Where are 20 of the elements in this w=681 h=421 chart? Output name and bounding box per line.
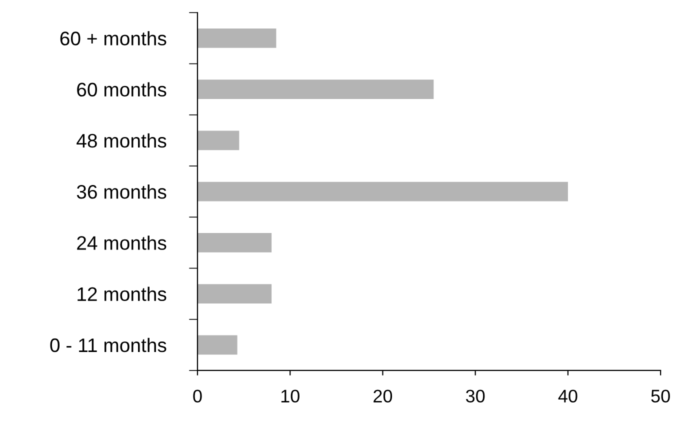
- x-tick-label: 30: [466, 390, 485, 402]
- bar: [197, 80, 434, 100]
- y-tick-label: 60 months: [77, 82, 166, 97]
- bar: [197, 130, 240, 150]
- y-tick-label: 0 - 11 months: [50, 338, 166, 352]
- y-tick-label: 12 months: [78, 286, 166, 302]
- bar: [197, 232, 272, 252]
- bar: [197, 182, 568, 202]
- x-tick-label: 10: [281, 390, 300, 402]
- x-tick-label: 0: [193, 390, 202, 402]
- x-tick-label: 50: [651, 390, 670, 402]
- x-tick-label: 40: [558, 390, 578, 402]
- bar: [197, 284, 272, 304]
- x-tick-label: 20: [374, 390, 392, 402]
- bar: [197, 335, 238, 355]
- y-tick-label: 48 months: [76, 133, 166, 148]
- bar: [197, 28, 276, 48]
- y-tick-label: 36 months: [76, 184, 166, 199]
- y-tick-label: 24 months: [77, 236, 166, 250]
- y-tick-label: 60 + months: [60, 31, 166, 46]
